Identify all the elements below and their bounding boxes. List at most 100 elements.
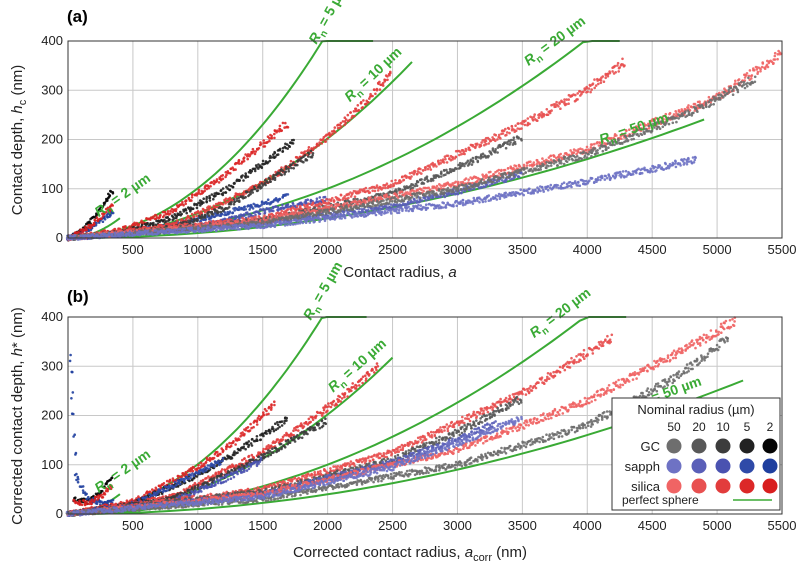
data-point (504, 134, 507, 137)
data-point (214, 194, 217, 198)
data-point (329, 199, 333, 202)
data-point (110, 211, 113, 214)
data-point (362, 99, 365, 102)
data-point (281, 121, 285, 125)
data-point (223, 211, 227, 214)
data-point (407, 186, 410, 190)
data-point (286, 208, 290, 211)
data-point (249, 192, 252, 196)
data-point (108, 194, 111, 197)
data-point (497, 168, 501, 172)
data-point (343, 116, 347, 119)
data-point (604, 76, 607, 80)
data-point (264, 183, 267, 187)
series-GC-50um (66, 75, 757, 241)
data-point (517, 136, 520, 139)
data-point (545, 108, 549, 111)
data-point (760, 65, 764, 69)
data-point (524, 119, 527, 122)
data-point (93, 223, 96, 226)
data-point (346, 113, 350, 117)
data-point (224, 197, 228, 200)
data-point (353, 195, 357, 198)
data-point (289, 208, 293, 212)
data-point (589, 90, 592, 94)
data-point (337, 198, 341, 201)
data-point (184, 209, 188, 212)
data-point (616, 64, 619, 67)
data-point (586, 90, 589, 93)
data-point (307, 152, 311, 156)
data-point (197, 188, 201, 192)
data-point (498, 136, 501, 139)
data-point (565, 102, 568, 106)
data-point (284, 121, 287, 125)
data-point (674, 110, 677, 113)
data-point (520, 139, 523, 142)
data-point (222, 191, 225, 195)
data-point (358, 190, 362, 194)
data-point (205, 200, 208, 203)
data-point (466, 159, 470, 163)
data-point (185, 211, 188, 215)
data-point (621, 57, 624, 61)
data-point (438, 195, 441, 198)
data-point (520, 127, 523, 130)
data-point (402, 179, 405, 182)
data-point (455, 192, 459, 196)
data-point (278, 147, 282, 151)
data-point (227, 184, 231, 187)
data-point (698, 100, 701, 103)
data-point (567, 102, 570, 105)
data-point (463, 152, 466, 156)
data-point (202, 197, 205, 200)
data-point (525, 164, 529, 167)
data-point (268, 159, 272, 163)
data-point (273, 151, 277, 155)
data-point (251, 191, 254, 194)
data-point (205, 195, 209, 199)
data-point (550, 109, 553, 112)
data-point (456, 149, 459, 153)
data-point (467, 163, 471, 166)
data-point (292, 167, 296, 170)
data-point (268, 177, 272, 181)
data-point (174, 207, 178, 211)
data-point (295, 205, 299, 208)
data-point (205, 197, 208, 201)
data-point (371, 94, 374, 98)
data-point (496, 151, 499, 154)
data-point (297, 211, 301, 215)
data-point (323, 201, 326, 205)
data-point (487, 142, 491, 145)
data-point (303, 154, 307, 157)
data-point (445, 161, 449, 164)
data-point (292, 161, 295, 165)
data-point (190, 212, 194, 216)
data-point (424, 168, 427, 172)
data-point (374, 207, 377, 211)
data-point (81, 230, 84, 233)
data-point (602, 80, 606, 83)
data-point (269, 133, 272, 137)
data-point (378, 80, 381, 84)
data-point (379, 83, 382, 86)
data-point (168, 222, 171, 226)
data-point (307, 155, 310, 158)
data-point (494, 133, 498, 137)
data-point (555, 100, 558, 104)
series-GC-5um (67, 138, 296, 241)
data-point (155, 214, 158, 217)
data-point (541, 157, 544, 160)
data-point (421, 199, 424, 202)
data-point (286, 147, 290, 150)
data-point (274, 170, 278, 174)
data-point (368, 97, 371, 100)
data-point (265, 202, 269, 205)
data-point (384, 186, 387, 190)
data-point (249, 153, 252, 156)
data-point (608, 70, 611, 73)
data-point (595, 141, 599, 145)
data-point (181, 202, 184, 206)
panel-a-points (65, 49, 783, 242)
